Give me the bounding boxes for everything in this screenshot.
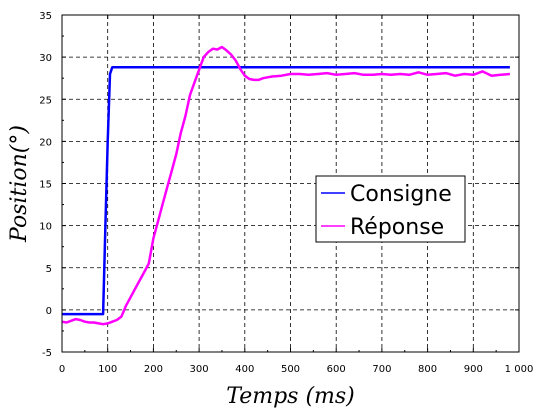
x-tick-label: 400 <box>235 364 254 375</box>
legend: Consigne Réponse <box>315 175 466 243</box>
x-tick-label: 1 000 <box>505 364 534 375</box>
x-tick-label: 600 <box>327 364 346 375</box>
x-tick-label: 300 <box>190 364 209 375</box>
y-tick-label: 30 <box>39 53 52 64</box>
y-tick-label: 10 <box>39 222 52 233</box>
x-tick-label: 800 <box>418 364 437 375</box>
x-tick-label: 200 <box>144 364 163 375</box>
legend-box <box>315 175 466 243</box>
series-line-0 <box>62 65 510 316</box>
x-tick-label: 100 <box>98 364 117 375</box>
legend-label: Consigne <box>350 182 452 207</box>
series-layer <box>61 45 511 326</box>
x-tick-label: 900 <box>464 364 483 375</box>
y-tick-label: -5 <box>42 348 52 359</box>
legend-label: Réponse <box>350 215 444 240</box>
series-line-1 <box>61 45 511 326</box>
axis-ticks: 0 100 200 300 400 500 600 700 800 900 1 000 -5 0 5 10 1… <box>39 11 533 375</box>
y-tick-label: 25 <box>39 95 52 106</box>
y-tick-label: 35 <box>39 11 52 22</box>
y-tick-label: 0 <box>46 306 52 317</box>
x-tick-label: 700 <box>372 364 391 375</box>
y-tick-label: 5 <box>46 264 52 275</box>
y-tick-label: 20 <box>39 137 52 148</box>
y-axis-title: Position(°) <box>7 125 32 243</box>
x-axis-title: Temps (ms) <box>226 384 355 409</box>
y-tick-label: 15 <box>39 180 52 191</box>
x-tick-label: 0 <box>59 364 65 375</box>
x-tick-label: 500 <box>281 364 300 375</box>
